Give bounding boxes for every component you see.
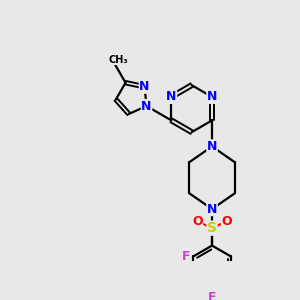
- Text: S: S: [207, 221, 217, 235]
- Text: F: F: [208, 291, 216, 300]
- Text: N: N: [139, 80, 150, 93]
- Text: N: N: [207, 140, 217, 153]
- Text: N: N: [166, 90, 177, 104]
- Text: O: O: [192, 215, 202, 228]
- Text: CH₃: CH₃: [108, 55, 128, 64]
- Text: O: O: [221, 215, 232, 228]
- Text: N: N: [207, 90, 217, 104]
- Text: N: N: [141, 100, 152, 112]
- Text: F: F: [182, 250, 190, 263]
- Text: N: N: [207, 202, 217, 216]
